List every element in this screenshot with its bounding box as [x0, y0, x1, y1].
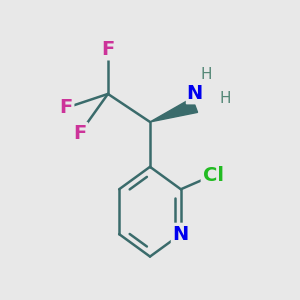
Text: H: H — [220, 91, 232, 106]
Text: N: N — [187, 84, 203, 104]
Text: F: F — [73, 124, 86, 143]
Text: Cl: Cl — [202, 166, 224, 185]
Text: N: N — [173, 225, 189, 244]
Polygon shape — [150, 98, 198, 122]
Text: H: H — [200, 67, 212, 82]
Text: F: F — [101, 40, 115, 58]
Text: F: F — [59, 98, 73, 117]
